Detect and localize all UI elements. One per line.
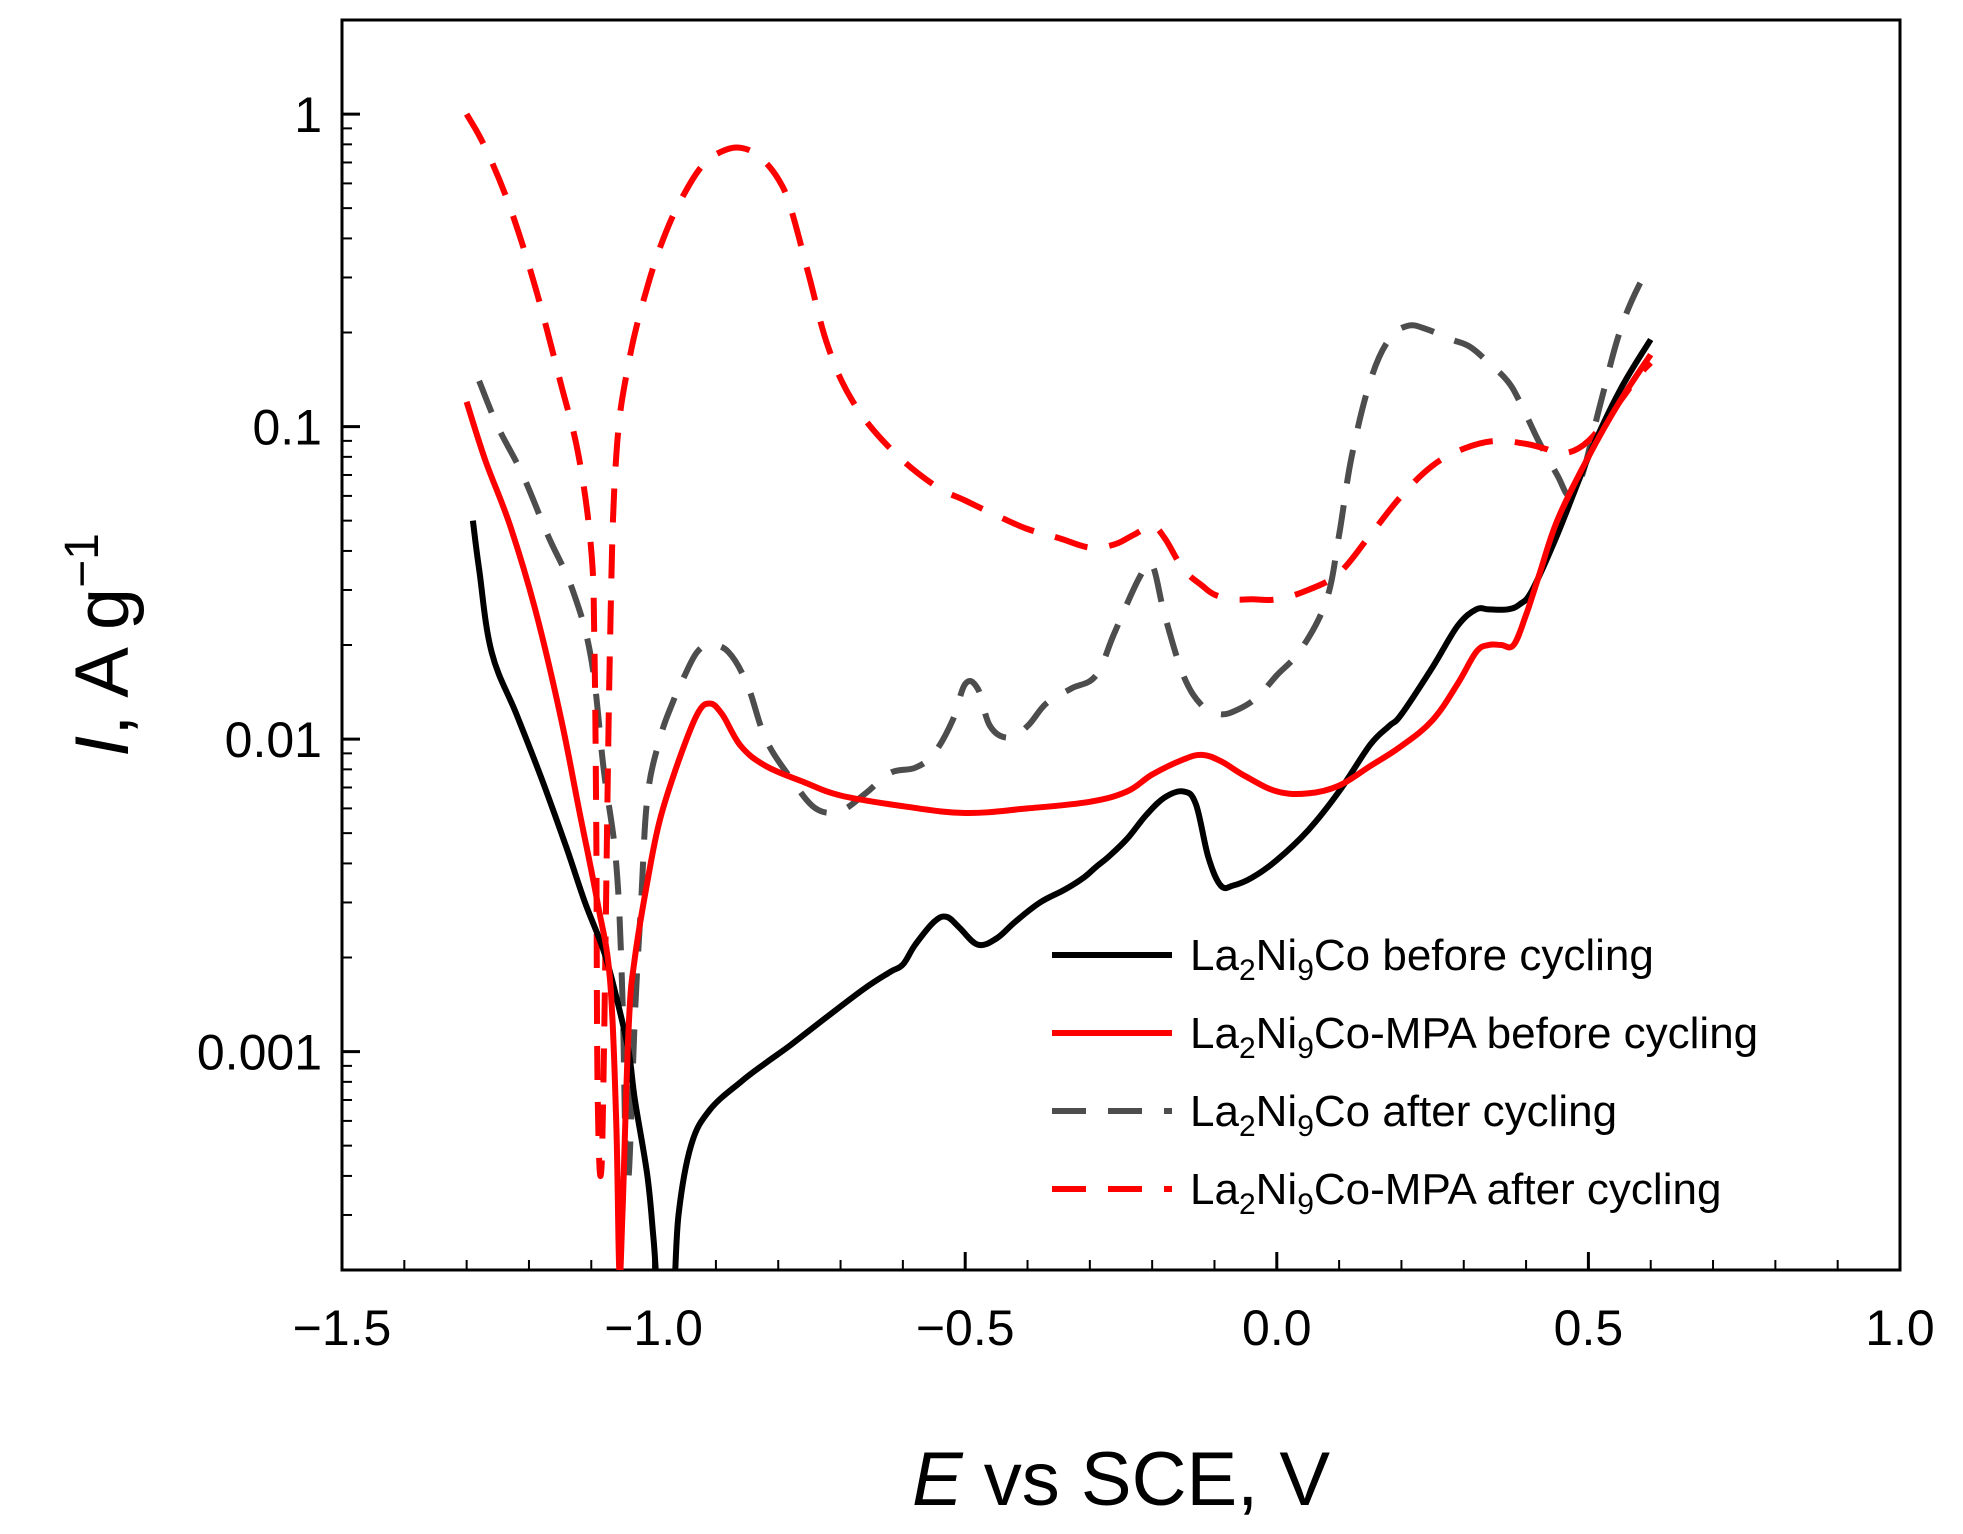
series-line-0: [469, 337, 1654, 1270]
series-line-1: [463, 352, 1654, 1270]
y-tick-label: 0.1: [252, 400, 322, 456]
x-tick-label: 1.0: [1865, 1300, 1935, 1356]
legend-label-0: La2Ni9Co before cycling: [1190, 931, 1654, 987]
series-layer: [463, 112, 1654, 1270]
legend-label-3: La2Ni9Co-MPA after cycling: [1190, 1165, 1721, 1221]
y-tick-label: 0.01: [225, 712, 322, 768]
x-tick-label: −1.0: [604, 1300, 703, 1356]
series-line-3: [463, 112, 1653, 1179]
y-axis-title: I, A g−1: [56, 533, 145, 757]
legend-label-2: La2Ni9Co after cycling: [1190, 1087, 1617, 1143]
x-tick-label: 0.5: [1554, 1300, 1624, 1356]
plot-frame: [340, 18, 1902, 1272]
x-axis-ticks: −1.5 −1.0 −0.5 0.0 0.5 1.0: [293, 1252, 1935, 1356]
legend-label-1: La2Ni9Co-MPA before cycling: [1190, 1009, 1758, 1065]
y-tick-label: 0.001: [197, 1025, 322, 1081]
x-tick-label: 0.0: [1242, 1300, 1312, 1356]
y-axis-ticks: 0.001 0.01 0.1 1: [197, 87, 360, 1216]
legend: La2Ni9Co before cycling La2Ni9Co-MPA befo…: [1052, 931, 1758, 1221]
y-tick-label: 1: [294, 87, 322, 143]
x-axis-title: E vs SCE, V: [912, 1437, 1330, 1522]
x-tick-label: −0.5: [916, 1300, 1015, 1356]
x-tick-label: −1.5: [293, 1300, 392, 1356]
series-line-2: [476, 266, 1654, 1189]
